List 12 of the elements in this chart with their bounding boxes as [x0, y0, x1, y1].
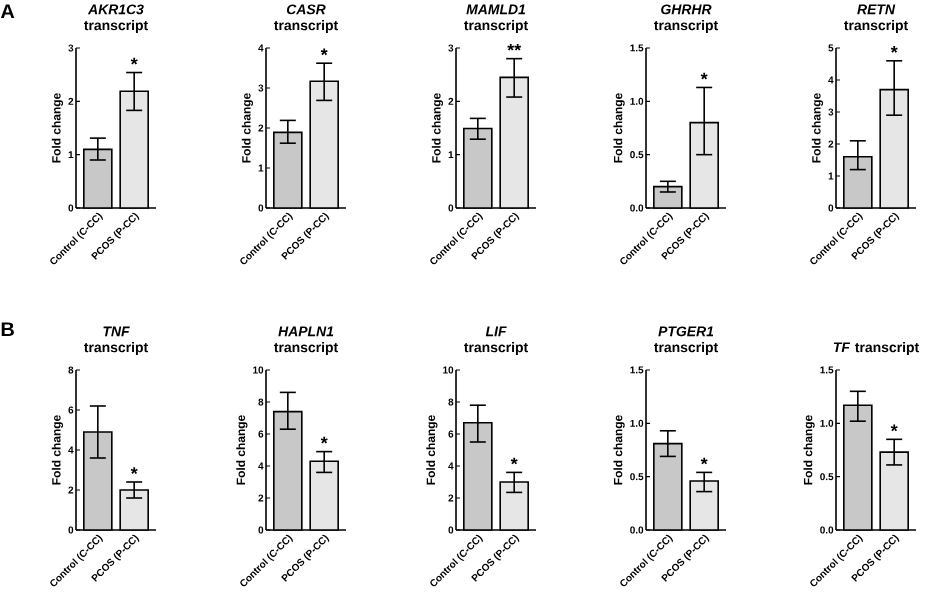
annotation: * — [890, 46, 898, 53]
annotation: * — [130, 467, 138, 474]
annotation: * — [320, 436, 328, 444]
text: B — [1, 322, 14, 337]
annotation: ** — [507, 43, 522, 51]
annotation: * — [700, 457, 708, 465]
annotation: * — [890, 424, 898, 432]
text: A — [0, 4, 15, 19]
annotation: * — [510, 457, 518, 465]
annotation: * — [130, 57, 138, 65]
annotation: * — [320, 48, 328, 56]
annotation: * — [700, 72, 708, 80]
